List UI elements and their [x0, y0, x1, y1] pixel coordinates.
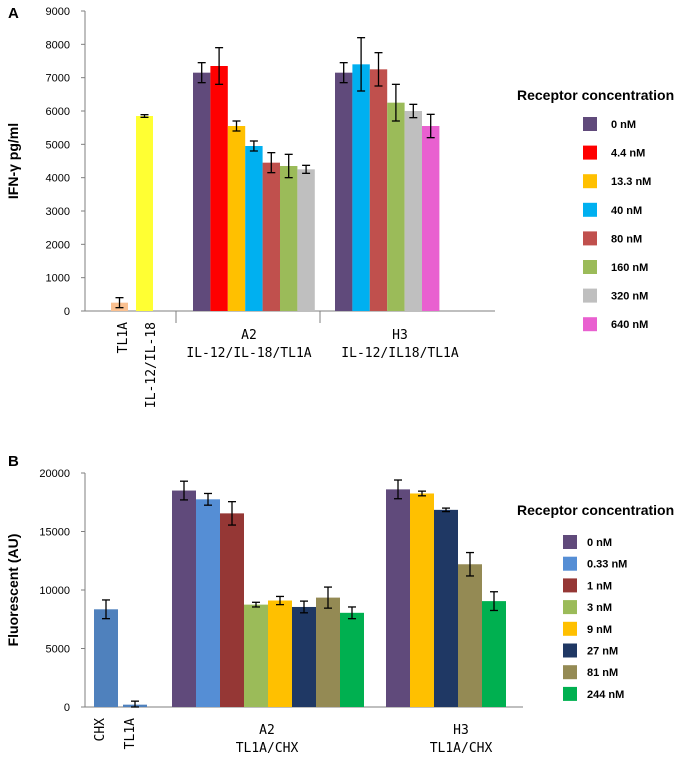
bar	[410, 493, 434, 707]
y-axis-title: IFN-γ pg/ml	[5, 123, 21, 199]
control-label: TL1A	[116, 322, 131, 353]
control-label: IL-12/IL-18	[144, 322, 159, 408]
y-tick-label: 7000	[46, 73, 70, 85]
legend-title: Receptor concentration	[517, 87, 674, 103]
bar	[404, 111, 422, 311]
y-tick-label: 8000	[46, 39, 70, 51]
legend-title: Receptor concentration	[517, 502, 674, 518]
legend-swatch	[563, 535, 577, 549]
y-tick-label: 2000	[46, 239, 70, 251]
group-label-line2: TL1A/CHX	[430, 741, 493, 756]
bar	[386, 489, 410, 707]
bar	[335, 72, 353, 312]
y-tick-label: 6000	[46, 106, 70, 118]
bar	[340, 612, 364, 707]
bar	[196, 499, 220, 707]
y-tick-label: 10000	[39, 585, 70, 597]
control-bar	[94, 609, 118, 707]
bar	[482, 601, 506, 707]
legend-label: 3 nM	[587, 602, 612, 614]
legend-label: 244 nM	[587, 689, 624, 701]
group-label-line2: IL-12/IL-18/TL1A	[186, 346, 311, 361]
legend-swatch	[583, 174, 597, 189]
legend-label: 4.4 nM	[611, 148, 645, 160]
legend-label: 160 nM	[611, 262, 648, 274]
legend-label: 81 nM	[587, 667, 618, 679]
bar	[244, 604, 268, 707]
y-tick-label: 0	[64, 306, 70, 318]
legend-label: 40 nM	[611, 205, 642, 217]
legend-swatch	[583, 202, 597, 217]
legend-label: 1 nM	[587, 580, 612, 592]
y-tick-label: 15000	[39, 527, 70, 539]
bar	[193, 72, 211, 312]
bar	[387, 102, 405, 312]
legend-label: 0 nM	[587, 537, 612, 549]
bar	[268, 600, 292, 707]
control-label: CHX	[93, 718, 108, 742]
legend-swatch	[583, 260, 597, 274]
group-label-line1: H3	[453, 723, 469, 738]
legend-swatch	[563, 621, 577, 636]
legend-swatch	[563, 643, 577, 658]
bar	[297, 169, 315, 311]
bar	[280, 166, 298, 311]
y-tick-label: 5000	[46, 139, 70, 151]
legend-swatch	[563, 665, 577, 680]
legend-swatch	[583, 317, 597, 332]
bar	[210, 66, 228, 311]
legend-label: 0.33 nM	[587, 559, 627, 571]
legend-swatch	[563, 686, 577, 701]
panel-letter-a: A	[8, 5, 19, 22]
legend-label: 13.3 nM	[611, 176, 651, 188]
control-bar	[136, 116, 153, 311]
panel-a-chart: 0 1000 2000 3000 4000 5000 6000 7000 8000 9000 IFN…	[5, 6, 674, 408]
legend-swatch	[583, 288, 597, 303]
legend-label: 640 nM	[611, 319, 648, 331]
y-tick-label: 9000	[46, 6, 70, 18]
y-tick-label: 20000	[39, 468, 70, 480]
bar	[458, 564, 482, 707]
legend-swatch	[583, 117, 597, 131]
legend-swatch	[563, 556, 577, 571]
group-label-line2: IL-12/IL18/TL1A	[341, 346, 459, 361]
bar	[292, 606, 316, 707]
bar	[220, 513, 244, 707]
control-label: TL1A	[123, 718, 138, 749]
legend-swatch	[583, 231, 597, 246]
y-tick-label: 4000	[46, 173, 70, 185]
bar	[172, 490, 196, 707]
panel-letter-b: B	[8, 453, 19, 470]
bar	[245, 146, 263, 311]
legend-label: 9 nM	[587, 624, 612, 636]
bar	[422, 126, 440, 311]
group-label-line2: TL1A/CHX	[236, 741, 299, 756]
legend-label: 320 nM	[611, 291, 648, 303]
bar	[352, 64, 370, 311]
y-tick-label: 3000	[46, 206, 70, 218]
group-label-line1: H3	[392, 328, 408, 343]
bar	[316, 597, 340, 707]
bar	[262, 162, 280, 311]
legend-swatch	[583, 145, 597, 160]
panel-b-chart: 0 5000 10000 15000 20000 Fluorescent (AU) CHX T…	[5, 468, 674, 756]
bar	[227, 126, 246, 311]
legend-label: 27 nM	[587, 646, 618, 658]
bar	[369, 69, 388, 311]
y-axis-title: Fluorescent (AU)	[5, 534, 21, 647]
y-tick-label: 5000	[46, 644, 70, 656]
legend-label: 80 nM	[611, 233, 642, 245]
legend-swatch	[563, 600, 577, 615]
legend-label: 0 nM	[611, 119, 636, 131]
legend-swatch	[563, 578, 577, 593]
group-label-line1: A2	[241, 328, 257, 343]
group-label-line1: A2	[259, 723, 275, 738]
bar	[434, 509, 458, 707]
y-tick-label: 0	[64, 702, 70, 714]
y-tick-label: 1000	[46, 273, 70, 285]
